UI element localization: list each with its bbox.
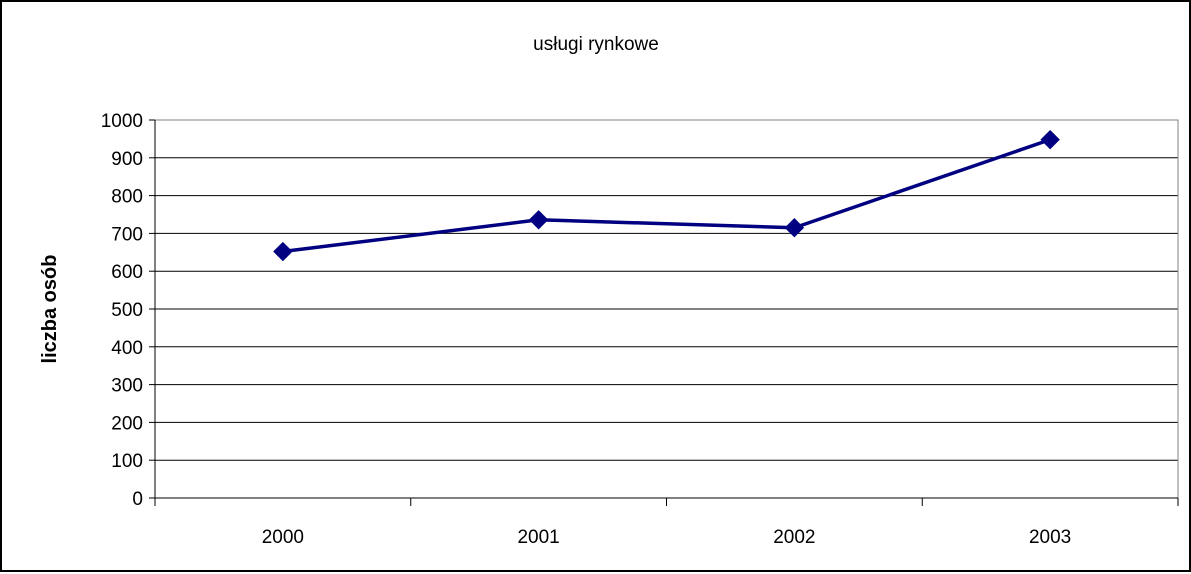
y-tick-label: 300 — [111, 376, 143, 397]
chart-title: usługi rynkowe — [533, 34, 659, 55]
x-tick-label: 2000 — [262, 527, 304, 548]
data-point — [528, 210, 549, 230]
y-tick-label: 0 — [132, 489, 143, 510]
y-tick-label: 700 — [111, 224, 143, 245]
series-line — [282, 138, 1051, 254]
x-tick-label: 2002 — [773, 527, 815, 548]
y-axis: 0 100 200 300 400 500 600 700 800 900 1000 — [101, 111, 156, 510]
x-tick-label: 2003 — [1029, 527, 1071, 548]
y-tick-label: 900 — [111, 149, 143, 170]
series-layer — [273, 129, 1060, 262]
y-tick-label: 100 — [111, 451, 143, 472]
y-axis-title: liczba osób — [39, 255, 61, 364]
y-tick-label: 200 — [111, 413, 143, 434]
gridlines — [155, 119, 1178, 461]
y-tick-label: 600 — [111, 262, 143, 283]
x-axis: 2000 2001 2002 2003 — [154, 497, 1179, 548]
data-point — [273, 241, 293, 262]
x-tick-label: 2001 — [517, 527, 559, 548]
data-point — [784, 218, 805, 238]
y-tick-label: 500 — [111, 300, 143, 321]
y-tick-label: 1000 — [101, 111, 143, 132]
y-tick-label: 800 — [111, 187, 143, 208]
y-tick-label: 400 — [111, 338, 143, 359]
data-point — [1040, 129, 1060, 150]
